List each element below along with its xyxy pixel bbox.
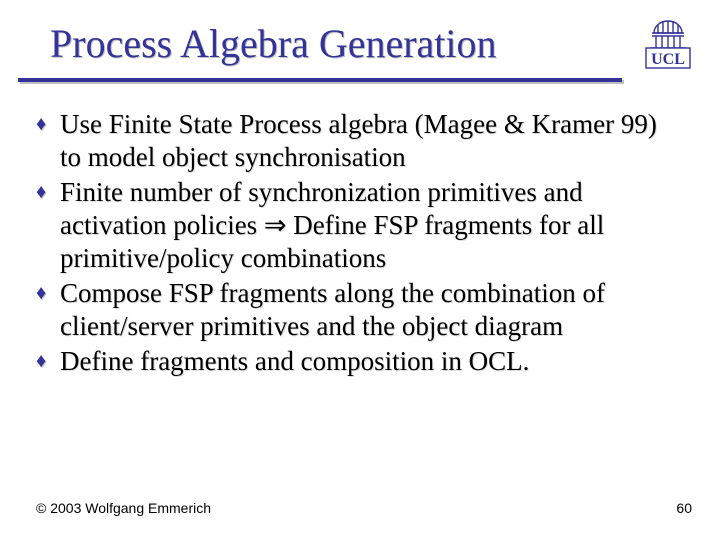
ucl-logo: UCL (638, 18, 698, 70)
bullet-list: ♦ Use Finite State Process algebra (Mage… (36, 108, 680, 380)
bullet-text: Use Finite State Process algebra (Magee … (60, 108, 680, 174)
bullet-text: Finite number of synchronization primiti… (60, 176, 680, 275)
list-item: ♦ Define fragments and composition in OC… (36, 345, 680, 378)
bullet-text: Compose FSP fragments along the combinat… (60, 277, 680, 343)
bullet-icon: ♦ (36, 345, 60, 377)
list-item: ♦ Use Finite State Process algebra (Mage… (36, 108, 680, 174)
logo-text-svg: UCL (651, 51, 685, 68)
bullet-icon: ♦ (36, 176, 60, 208)
page-number: 60 (676, 500, 692, 516)
title-divider (18, 78, 622, 82)
slide-title: Process Algebra Generation (50, 20, 497, 67)
list-item: ♦ Finite number of synchronization primi… (36, 176, 680, 275)
list-item: ♦ Compose FSP fragments along the combin… (36, 277, 680, 343)
footer-copyright: © 2003 Wolfgang Emmerich (36, 500, 211, 516)
slide: Process Algebra Generation UCL (0, 0, 720, 540)
bullet-text: Define fragments and composition in OCL. (60, 345, 680, 378)
bullet-icon: ♦ (36, 277, 60, 309)
bullet-icon: ♦ (36, 108, 60, 140)
